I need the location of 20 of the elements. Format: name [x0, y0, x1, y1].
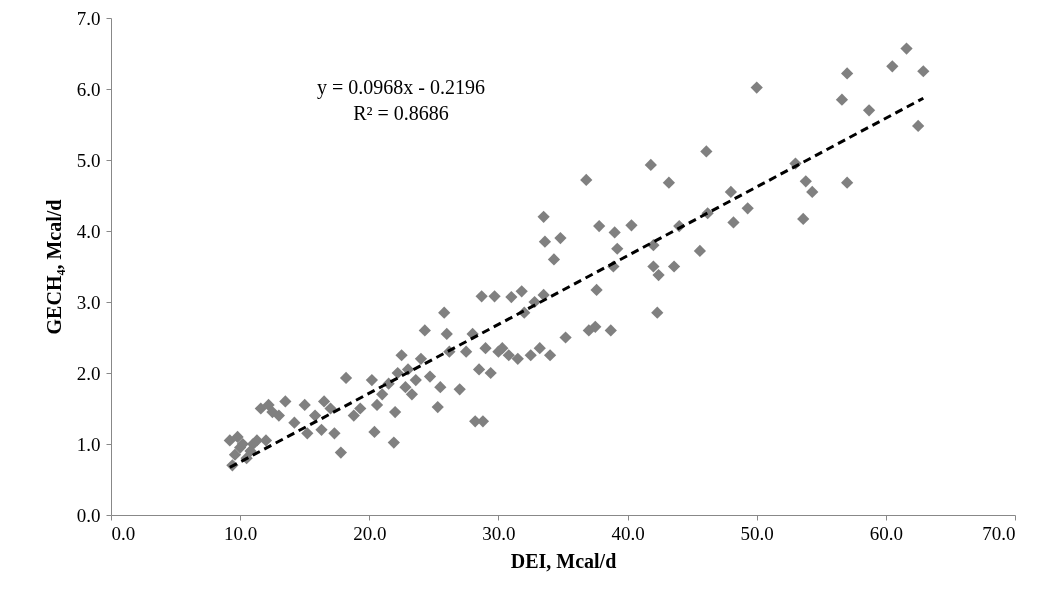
annotation: y = 0.0968x - 0.2196	[317, 76, 485, 99]
x-tick-label: 50.0	[740, 522, 774, 544]
y-tick-label: 1.0	[76, 433, 101, 455]
x-tick-label: 20.0	[353, 522, 387, 544]
y-tick-label: 2.0	[76, 362, 101, 384]
y-tick-label: 0.0	[76, 504, 101, 526]
x-tick-label: 10.0	[224, 522, 258, 544]
y-tick-label: 7.0	[76, 7, 101, 29]
y-tick-label: 6.0	[76, 78, 101, 100]
x-tick-label: 60.0	[869, 522, 903, 544]
y-tick-label: 4.0	[76, 220, 101, 242]
x-tick-label: 30.0	[482, 522, 516, 544]
annotation: R² = 0.8686	[353, 102, 449, 124]
x-tick-label: 70.0	[982, 522, 1016, 544]
y-axis-title: GECH₄, Mcal/d	[42, 199, 65, 335]
y-tick-label: 3.0	[76, 291, 101, 313]
x-axis-title: DEI, Mcal/d	[510, 549, 617, 572]
x-tick-label: 0.0	[111, 522, 136, 544]
y-tick-label: 5.0	[76, 149, 101, 171]
x-tick-label: 40.0	[611, 522, 645, 544]
